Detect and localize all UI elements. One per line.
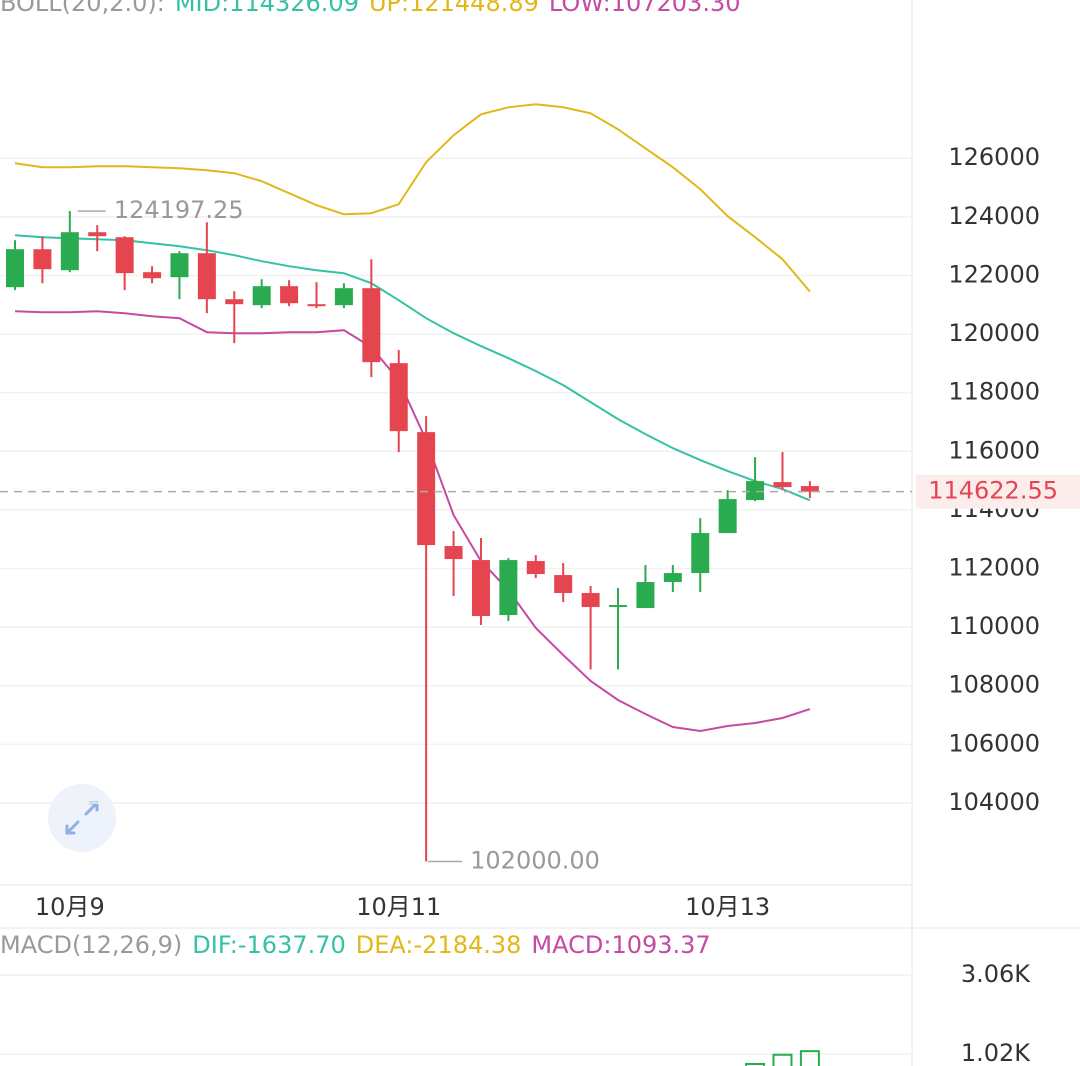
expand-button-bg[interactable] [48,784,116,852]
boll-line [14,234,811,502]
y-tick-label: 116000 [948,436,1040,464]
low-label: 102000.00 [470,847,600,875]
candle-body [60,232,79,271]
y-tick-label: 106000 [948,729,1040,757]
candle-body [334,288,353,306]
legend-text: MACD:1093.37 [531,931,710,959]
y-tick-label: 118000 [948,378,1040,406]
legend-text: MID:114326.09 [175,0,359,17]
x-tick-label: 10月13 [685,893,770,921]
y-tick-label: 124000 [948,202,1040,230]
candle-body [225,299,244,305]
macd-bar [745,1062,766,1066]
boll-line [14,310,811,733]
candle-body [362,288,381,363]
candle-body [88,232,107,237]
expand-button[interactable] [48,784,116,852]
legend-text: MACD(12,26,9) [0,931,182,959]
candle-body [280,286,299,304]
candle-body [609,605,628,608]
candle-body [417,432,436,546]
candle-body [800,486,819,492]
legend-text: BOLL(20,2.0): [0,0,165,17]
candle-body [636,582,655,609]
x-tick-label: 10月9 [35,893,105,921]
legend-text: UP:121448.89 [369,0,539,17]
candle-body [307,304,326,307]
candle-body [252,286,271,306]
x-tick-label: 10月11 [356,893,441,921]
legend-text: LOW:107203.30 [549,0,741,17]
y-tick-label: 112000 [948,554,1040,582]
candle-body [773,482,792,488]
boll-line [14,103,811,293]
candle-body [6,249,24,288]
last-price-box [916,474,1080,509]
candle-body [499,560,518,616]
macd-bar [799,1050,820,1066]
candle-body [746,481,765,501]
y-tick-label: 122000 [948,260,1040,288]
candle-body [389,363,408,432]
y-tick-label: 104000 [948,788,1040,816]
y-tick-label: 1.02K [961,1039,1031,1066]
candle-body [526,561,545,575]
candle-body [170,253,189,278]
candle-body [718,499,737,534]
last-price-label: 114622.55 [928,477,1058,505]
candle-body [691,533,710,574]
candle-body [471,560,490,617]
y-tick-label: 120000 [948,319,1040,347]
candle-body [663,573,682,583]
y-tick-label: 110000 [948,612,1040,640]
candle-body [197,253,216,300]
candle-body [444,546,463,560]
macd-bar [772,1053,793,1066]
y-tick-label: 108000 [948,671,1040,699]
legend-text: DIF:-1637.70 [192,931,346,959]
candle-body [33,249,52,270]
high-label: 124197.25 [114,196,244,224]
candle-body [554,575,573,594]
candle-body [143,272,162,279]
y-tick-label: 126000 [948,143,1040,171]
legend-text: DEA:-2184.38 [356,931,522,959]
candle-body [581,593,600,608]
y-tick-label: 3.06K [961,960,1031,988]
candle-body [115,237,134,274]
